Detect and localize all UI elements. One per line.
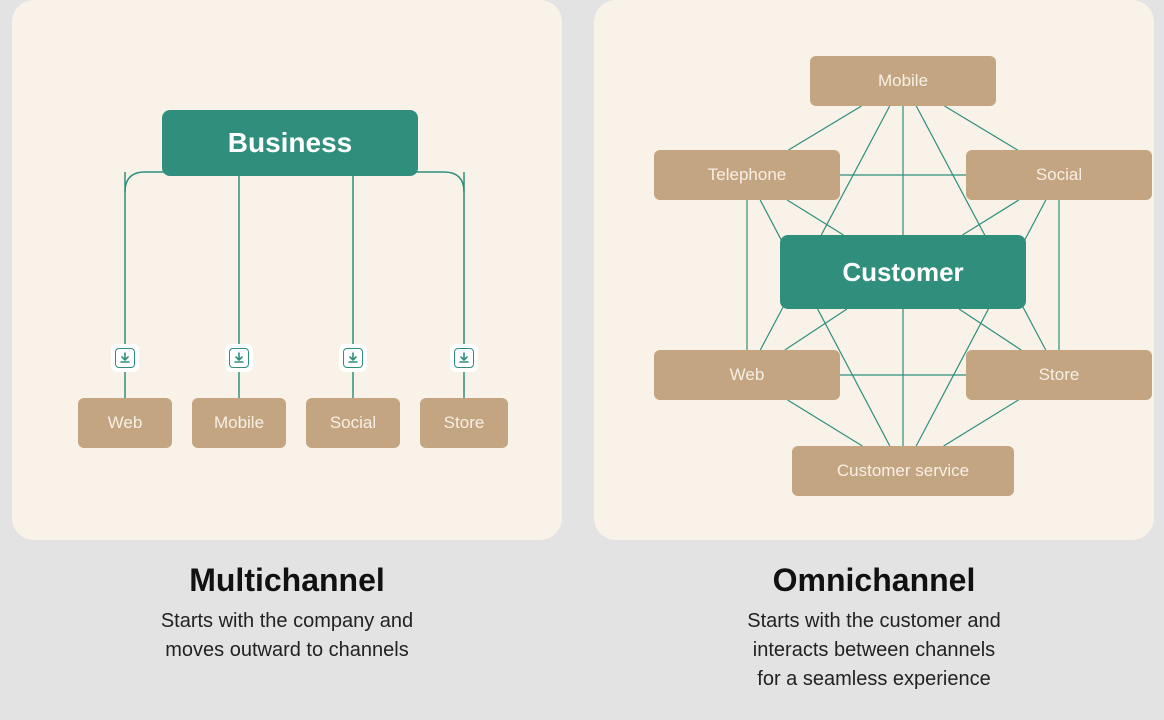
right-column: Customer Mobile Telephone Social Web Store Cus… (594, 0, 1154, 694)
channel-social: Social (306, 398, 400, 448)
multichannel-connectors (12, 0, 562, 540)
node-tele: Telephone (654, 150, 840, 200)
download-icon (450, 344, 478, 372)
channel-mobile: Mobile (192, 398, 286, 448)
download-icon (111, 344, 139, 372)
download-icon (225, 344, 253, 372)
node-service: Customer service (792, 446, 1014, 496)
multichannel-subtitle: Starts with the company and moves outwar… (161, 607, 413, 665)
multichannel-title: Multichannel (189, 562, 385, 599)
comparison-wrap: Business Web Mobile Social Store Multichanne… (0, 0, 1164, 694)
omnichannel-title: Omnichannel (773, 562, 976, 599)
node-web: Web (654, 350, 840, 400)
left-column: Business Web Mobile Social Store Multichanne… (10, 0, 564, 694)
node-social: Social (966, 150, 1152, 200)
business-root-node: Business (162, 110, 418, 176)
channel-web: Web (78, 398, 172, 448)
download-icon (339, 344, 367, 372)
omnichannel-subtitle: Starts with the customer and interacts b… (747, 607, 1000, 694)
omnichannel-panel: Customer Mobile Telephone Social Web Store Cus… (594, 0, 1154, 540)
node-mobile: Mobile (810, 56, 996, 106)
channel-store: Store (420, 398, 508, 448)
multichannel-panel: Business Web Mobile Social Store (12, 0, 562, 540)
node-store: Store (966, 350, 1152, 400)
customer-center-node: Customer (780, 235, 1026, 309)
